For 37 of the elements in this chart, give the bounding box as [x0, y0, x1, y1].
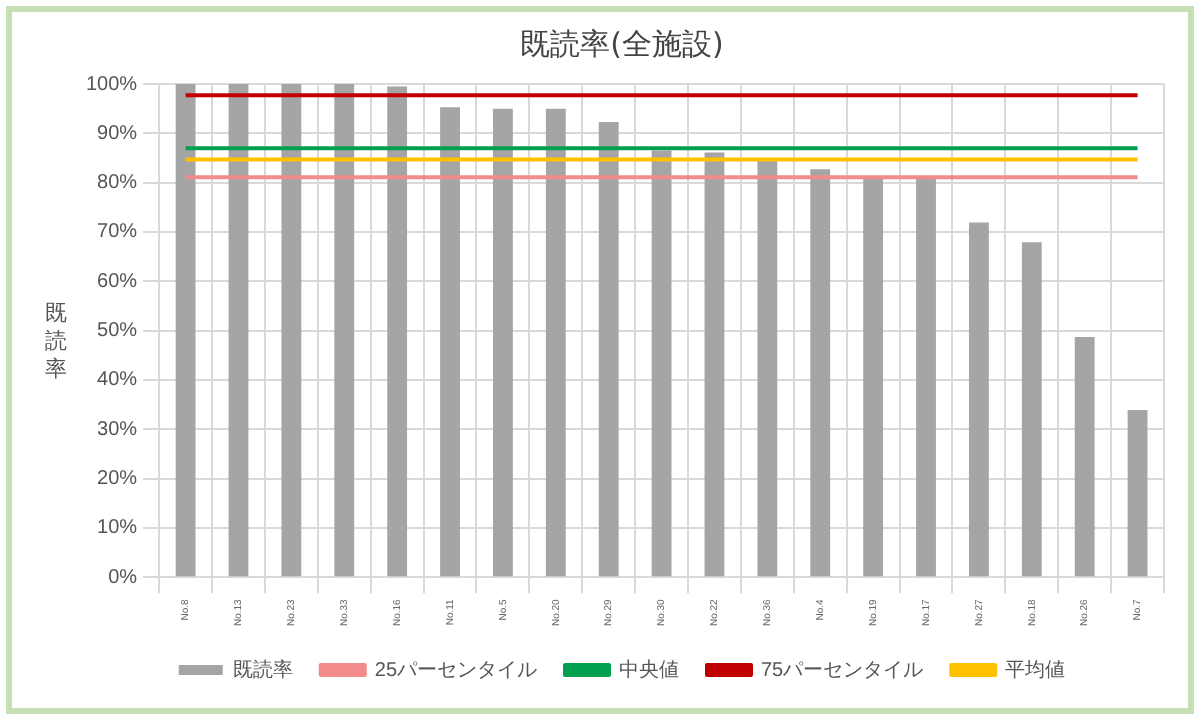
bar — [968, 222, 989, 577]
bar — [1021, 242, 1042, 577]
y-tick-label: 60% — [97, 270, 138, 293]
y-tick-label: 100% — [86, 73, 138, 96]
bar — [545, 108, 566, 577]
bar — [863, 177, 884, 577]
y-tick-label: 20% — [97, 468, 138, 491]
bar — [757, 160, 778, 577]
bar — [440, 107, 460, 577]
bar — [175, 84, 196, 577]
y-tick-label: 90% — [97, 122, 138, 145]
y-tick-label: 30% — [97, 418, 138, 441]
y-tick-label: 0% — [108, 566, 138, 589]
chart-title: 既読率(全施設) — [520, 25, 724, 62]
y-tick-label: 50% — [97, 320, 138, 343]
y-tick-label: 10% — [97, 517, 138, 540]
bar — [387, 86, 408, 577]
bar — [334, 84, 355, 577]
y-tick-label: 70% — [97, 221, 138, 244]
bar — [281, 84, 302, 577]
bar — [810, 169, 831, 577]
legend-label: 25パーセンタイル — [374, 659, 537, 682]
y-axis-title: 既読率 — [43, 300, 69, 384]
bar — [916, 177, 936, 577]
legend-label: 75パーセンタイル — [761, 659, 924, 682]
legend-label: 平均値 — [1005, 657, 1066, 682]
bar — [704, 152, 725, 577]
bar — [651, 150, 672, 577]
legend-label: 中央値 — [619, 657, 679, 682]
bar — [228, 84, 249, 577]
bar — [598, 121, 619, 577]
y-tick-label: 40% — [97, 369, 138, 392]
y-tick-label: 80% — [97, 172, 138, 195]
bar — [1127, 410, 1148, 577]
bar — [1074, 337, 1095, 577]
legend-label: 既読率 — [232, 657, 293, 682]
bar — [493, 108, 513, 577]
